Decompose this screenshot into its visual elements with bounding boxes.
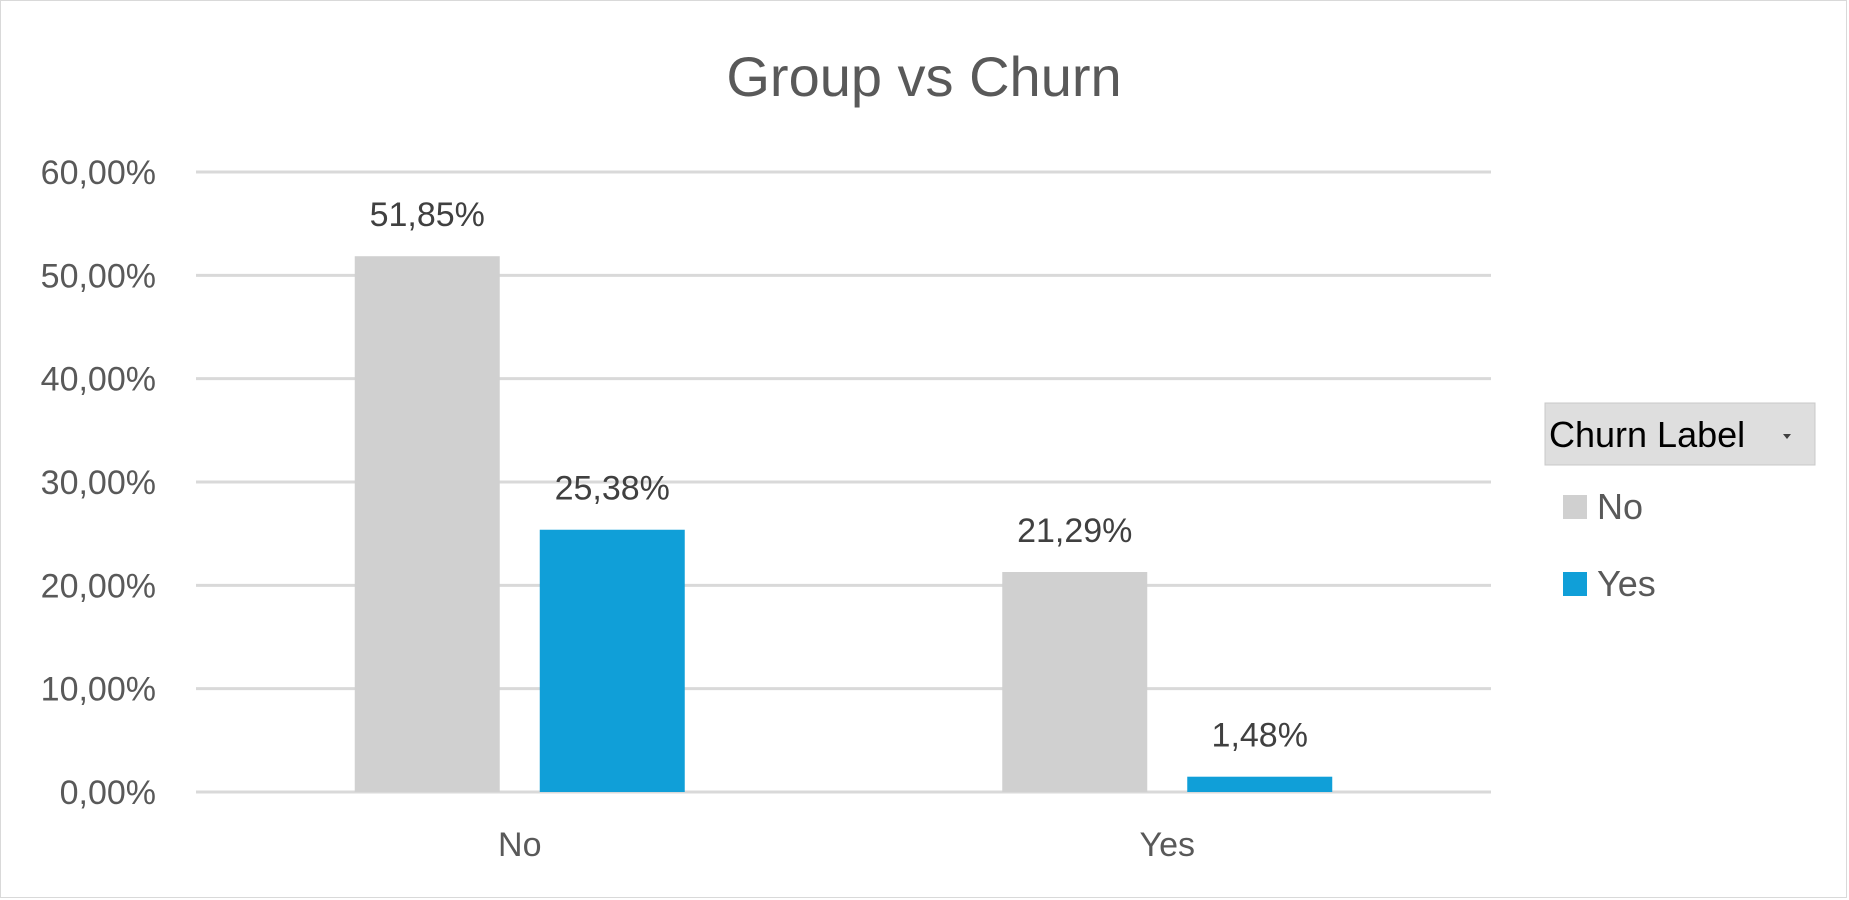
y-tick-label: 0,00% <box>60 774 156 812</box>
y-tick-label: 50,00% <box>41 257 156 295</box>
bar-yes-no <box>539 529 685 792</box>
data-label: 25,38% <box>555 470 670 508</box>
chart-title: Group vs Churn <box>726 45 1121 108</box>
y-tick-label: 40,00% <box>41 361 156 399</box>
legend-swatch <box>1563 572 1587 596</box>
plot-area: 0,00% 10,00% 20,00% 30,00% 40,00% 50,00% 60,00… <box>41 154 1491 864</box>
y-tick-label: 30,00% <box>41 464 156 502</box>
legend-filter-button[interactable] <box>1544 402 1816 466</box>
dropdown-arrow-icon <box>1783 434 1791 439</box>
bar-no-yes <box>1002 572 1148 792</box>
y-tick-label: 20,00% <box>41 567 156 605</box>
legend-entry: Yes <box>1597 563 1656 604</box>
data-label: 51,85% <box>370 196 485 234</box>
y-tick-label: 60,00% <box>41 154 156 192</box>
legend: Churn Label No Yes <box>1544 402 1816 604</box>
legend-title: Churn Label <box>1549 414 1745 455</box>
bar-yes-yes <box>1187 776 1333 792</box>
legend-swatch <box>1563 495 1587 519</box>
x-category-label: Yes <box>1140 826 1195 864</box>
legend-entry: No <box>1597 486 1643 527</box>
y-tick-label: 10,00% <box>41 671 156 709</box>
data-label: 1,48% <box>1212 717 1308 755</box>
x-category-label: No <box>498 826 541 864</box>
bar-no-no <box>354 256 500 792</box>
data-label: 21,29% <box>1017 512 1132 550</box>
